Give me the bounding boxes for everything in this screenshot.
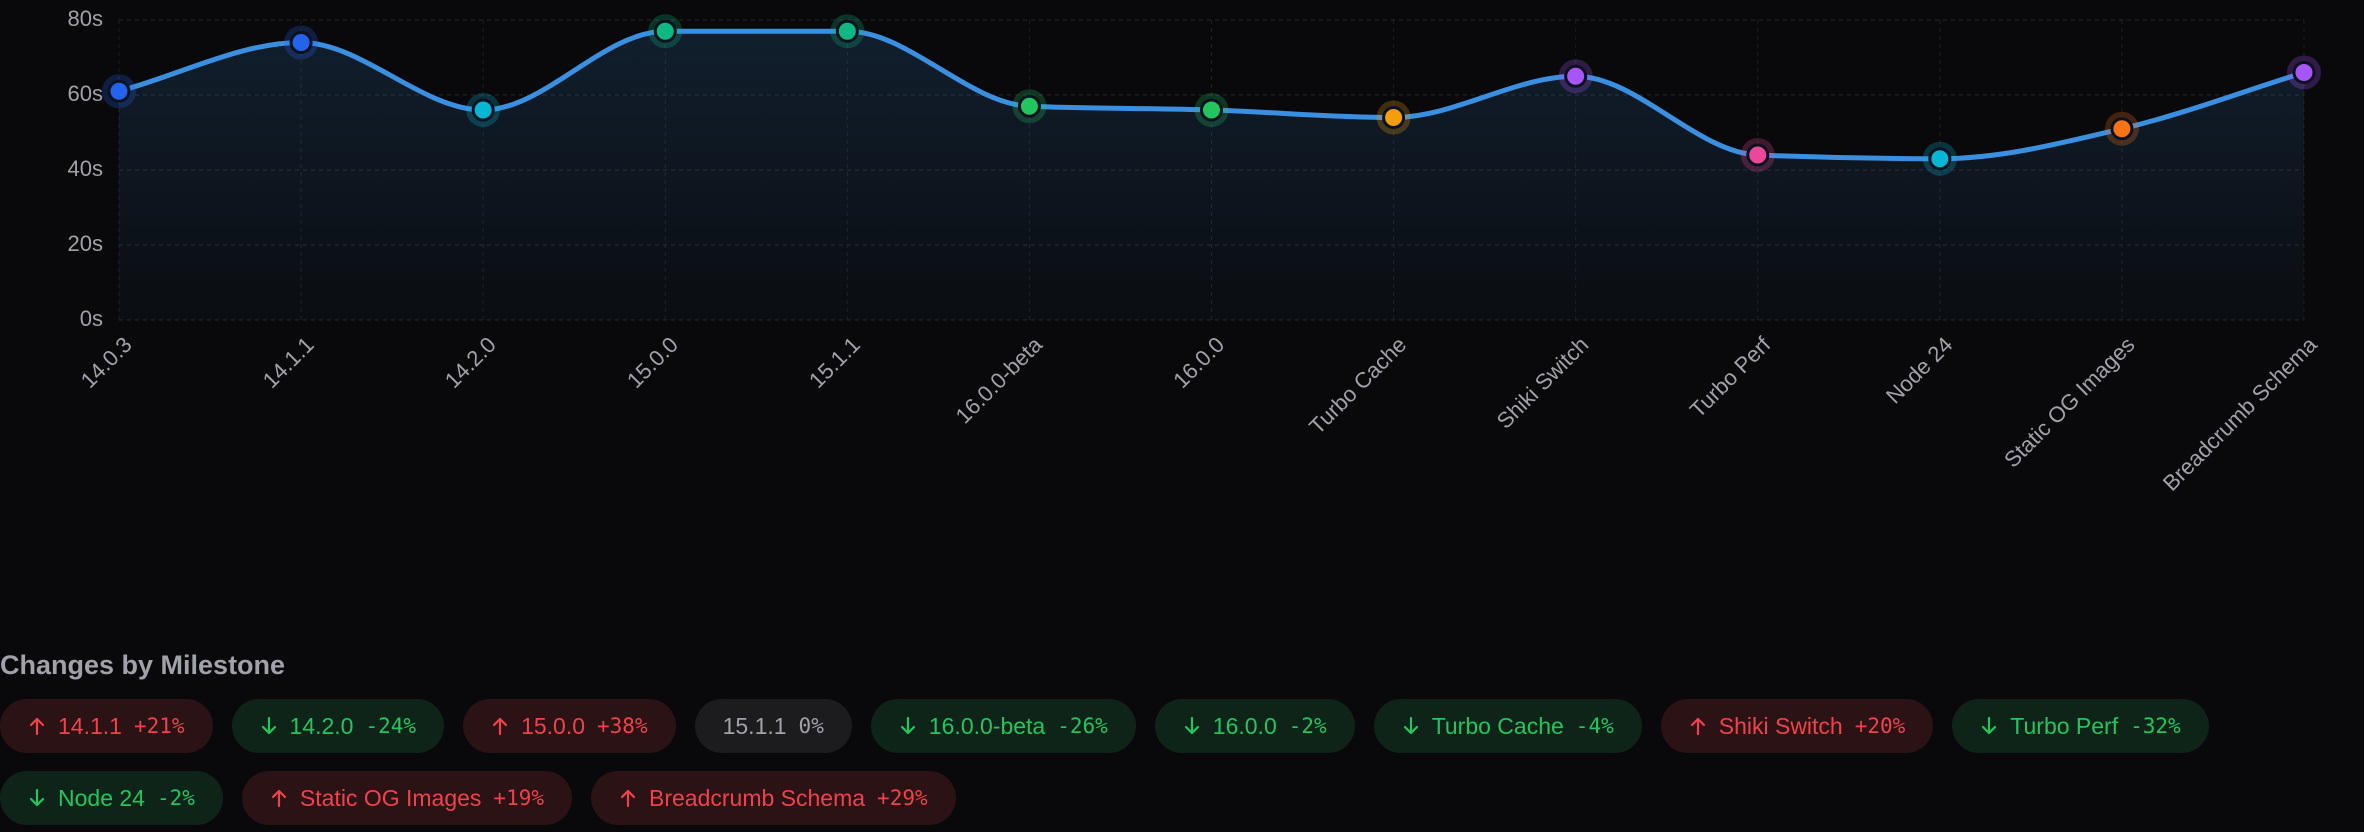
arrow-down-icon xyxy=(29,788,45,807)
x-tick-label: Static OG Images xyxy=(1999,332,2139,472)
y-tick-label: 20s xyxy=(68,231,103,256)
arrow-down-icon xyxy=(261,716,276,735)
change-badge: Shiki Switch +20% xyxy=(1660,699,1934,753)
badge-name: Turbo Cache xyxy=(1431,712,1564,739)
arrow-up-icon xyxy=(271,789,287,808)
badge-name: 14.2.0 xyxy=(289,712,354,739)
badge-change: 0% xyxy=(798,714,824,738)
badge-name: Breadcrumb Schema xyxy=(649,784,866,811)
point xyxy=(107,79,131,103)
badge-list: 14.1.1 +21% 14.2.0 -24% 15.0.0 +38% 15.1.1 0% 16… xyxy=(0,699,2364,825)
x-tick-label: Node 24 xyxy=(1881,332,1958,409)
badge-change: +20% xyxy=(1854,714,1906,738)
x-tick-label: 14.0.3 xyxy=(76,332,137,393)
change-badge: Turbo Cache -4% xyxy=(1373,699,1642,753)
badge-change: -26% xyxy=(1057,714,1108,738)
arrow-up-icon xyxy=(620,789,636,808)
change-badge: Static OG Images +19% xyxy=(241,771,572,825)
x-tick-label: 16.0.0-beta xyxy=(951,331,1048,428)
badge-change: +21% xyxy=(133,714,185,738)
arrow-down-icon xyxy=(1403,716,1418,735)
badge-name: Turbo Perf xyxy=(2010,712,2119,739)
badge-change: -4% xyxy=(1575,714,1614,738)
change-badge: Turbo Perf -32% xyxy=(1952,699,2209,753)
point xyxy=(1382,106,1406,129)
badge-name: 15.0.0 xyxy=(521,712,586,739)
point xyxy=(2110,117,2134,141)
point xyxy=(1564,64,1588,88)
point xyxy=(2292,61,2316,84)
badge-name: 16.0.0 xyxy=(1212,712,1277,739)
y-tick-label: 80s xyxy=(68,6,103,31)
arrow-down-icon xyxy=(900,716,915,735)
point xyxy=(653,19,677,43)
y-tick-label: 40s xyxy=(68,156,103,181)
change-badge: 15.0.0 +38% xyxy=(463,699,676,753)
point xyxy=(1746,143,1770,167)
point xyxy=(289,31,313,54)
area xyxy=(119,31,2304,320)
changes-section: Changes by Milestone 14.1.1 +21% 14.2.0 -24… xyxy=(0,650,2364,825)
point xyxy=(1200,98,1223,122)
arrow-up-icon xyxy=(492,717,508,736)
badge-name: 14.1.1 xyxy=(58,712,122,739)
x-tick-label: Shiki Switch xyxy=(1492,332,1594,434)
badge-change: -32% xyxy=(2130,714,2181,738)
point xyxy=(835,19,859,43)
x-tick-label: Turbo Cache xyxy=(1304,332,1411,439)
change-badge: 16.0.0 -2% xyxy=(1154,699,1355,753)
x-tick-label: Turbo Perf xyxy=(1685,331,1776,422)
badge-change: -24% xyxy=(365,714,417,738)
badge-name: 16.0.0-beta xyxy=(928,712,1046,739)
badge-change: +38% xyxy=(597,714,648,738)
change-badge: 16.0.0-beta -26% xyxy=(870,699,1136,753)
change-badge: 14.2.0 -24% xyxy=(231,699,445,753)
y-tick-label: 60s xyxy=(68,81,103,106)
arrow-down-icon xyxy=(1982,716,1997,735)
badge-name: 15.1.1 xyxy=(722,712,787,739)
change-badge: Node 24 -2% xyxy=(0,771,223,825)
chart: 0s 20s 40s 60s 80s 14.0.3 14.1.1 14.2.0 15.0.0 15… xyxy=(68,6,2323,496)
badge-change: +29% xyxy=(877,786,928,810)
change-badge: 14.1.1 +21% xyxy=(0,699,213,753)
arrow-up-icon xyxy=(1690,717,1705,736)
point xyxy=(471,98,495,122)
x-tick-label: 15.0.0 xyxy=(622,332,683,393)
x-tick-label: 15.1.1 xyxy=(804,332,865,393)
point xyxy=(1928,147,1952,171)
point xyxy=(1017,94,1041,118)
change-badge: 15.1.1 0% xyxy=(694,699,852,753)
badge-name: Node 24 xyxy=(58,784,145,811)
y-tick-label: 0s xyxy=(80,306,103,331)
arrow-up-icon xyxy=(29,717,45,736)
x-tick-label: Breadcrumb Schema xyxy=(2158,331,2322,495)
badge-change: -2% xyxy=(1288,714,1327,738)
arrow-down-icon xyxy=(1184,716,1199,735)
section-title: Changes by Milestone xyxy=(0,650,286,680)
badge-name: Shiki Switch xyxy=(1718,712,1843,739)
x-tick-label: 14.2.0 xyxy=(440,332,501,393)
change-badge: Breadcrumb Schema +29% xyxy=(591,771,956,825)
badge-name: Static OG Images xyxy=(299,784,482,811)
badge-change: +19% xyxy=(493,786,544,810)
x-tick-label: 16.0.0 xyxy=(1168,332,1229,393)
badge-change: -2% xyxy=(156,786,195,810)
x-tick-label: 14.1.1 xyxy=(258,332,319,393)
